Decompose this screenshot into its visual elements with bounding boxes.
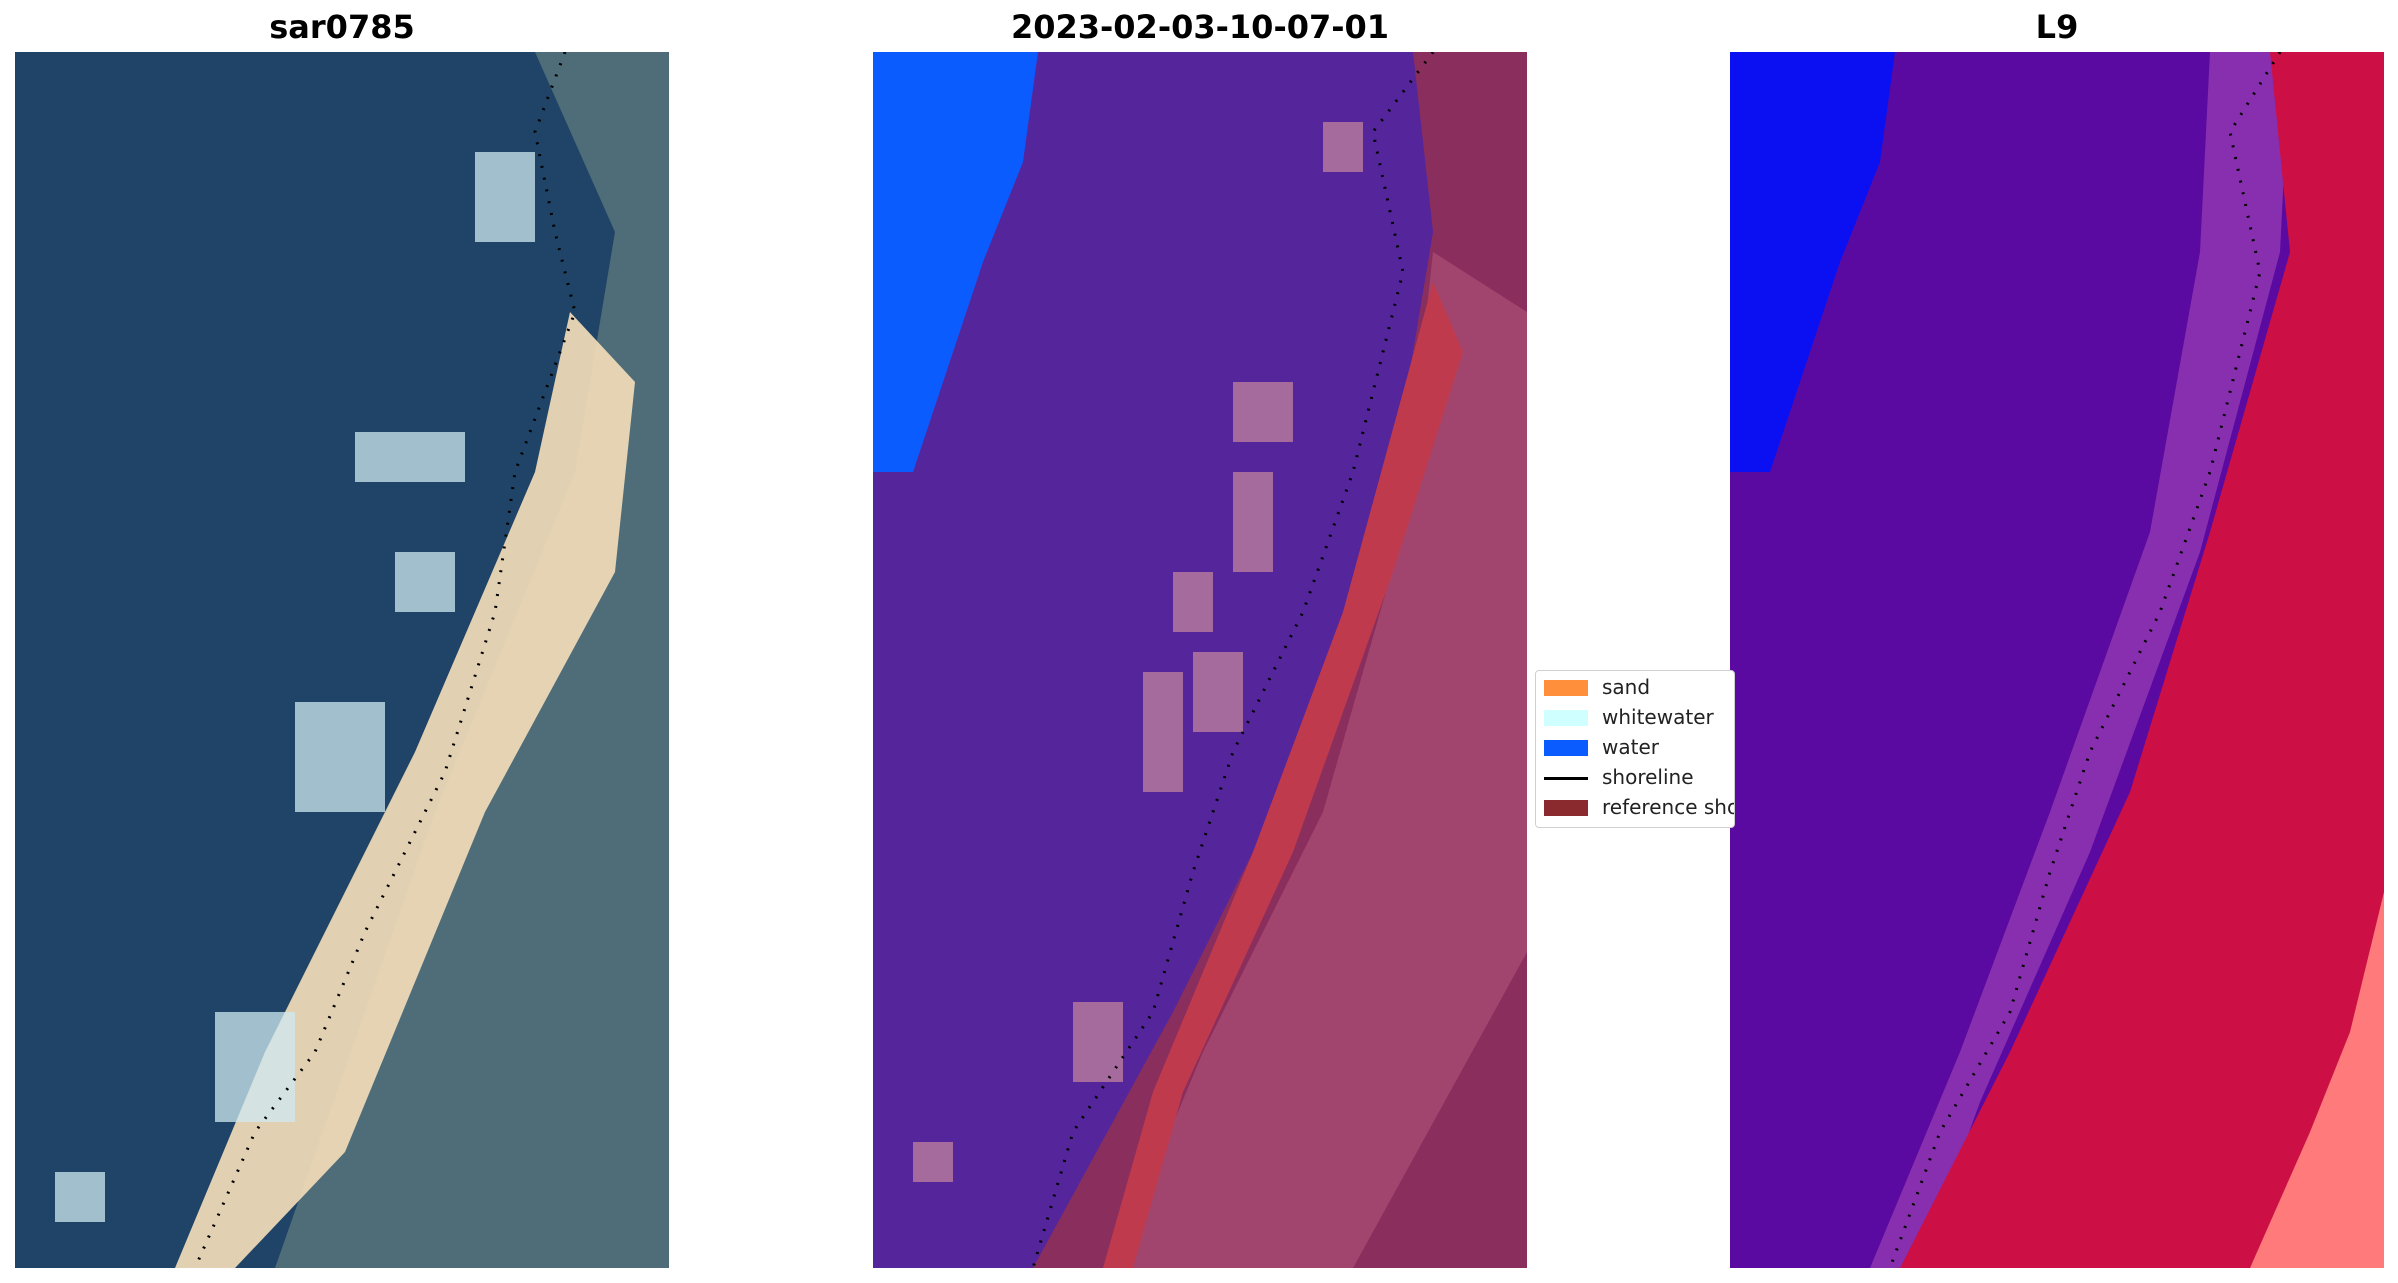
legend-item-shoreline: shoreline	[1536, 764, 1734, 789]
legend-label: whitewater	[1602, 705, 1714, 729]
classification-panel	[873, 52, 1527, 1268]
legend: sand whitewater water shoreline referenc…	[1535, 670, 1735, 828]
legend-item-water: water	[1536, 734, 1734, 759]
index-image	[1730, 52, 2384, 1268]
water-swatch	[1544, 740, 1588, 756]
panel-title-rgb: sar0785	[269, 8, 415, 46]
legend-label: sand	[1602, 675, 1651, 699]
whitewater-swatch	[1544, 710, 1588, 726]
legend-label: shoreline	[1602, 765, 1694, 789]
legend-label: reference shoreline	[1602, 795, 1734, 819]
sand-swatch	[1544, 680, 1588, 696]
legend-item-whitewater: whitewater	[1536, 704, 1734, 729]
panel-title-index: L9	[2035, 8, 2079, 46]
legend-item-sand: sand	[1536, 674, 1734, 699]
index-panel	[1730, 52, 2384, 1268]
legend-item-reference-shoreline: reference shoreline	[1536, 794, 1734, 819]
panel-title-classification: 2023-02-03-10-07-01	[1010, 8, 1390, 46]
classified-image	[873, 52, 1527, 1268]
reference-shoreline-swatch	[1544, 800, 1588, 816]
legend-label: water	[1602, 735, 1659, 759]
rgb-image-panel	[15, 52, 669, 1268]
rgb-satellite-image	[15, 52, 669, 1268]
shoreline-line-swatch	[1544, 777, 1588, 780]
